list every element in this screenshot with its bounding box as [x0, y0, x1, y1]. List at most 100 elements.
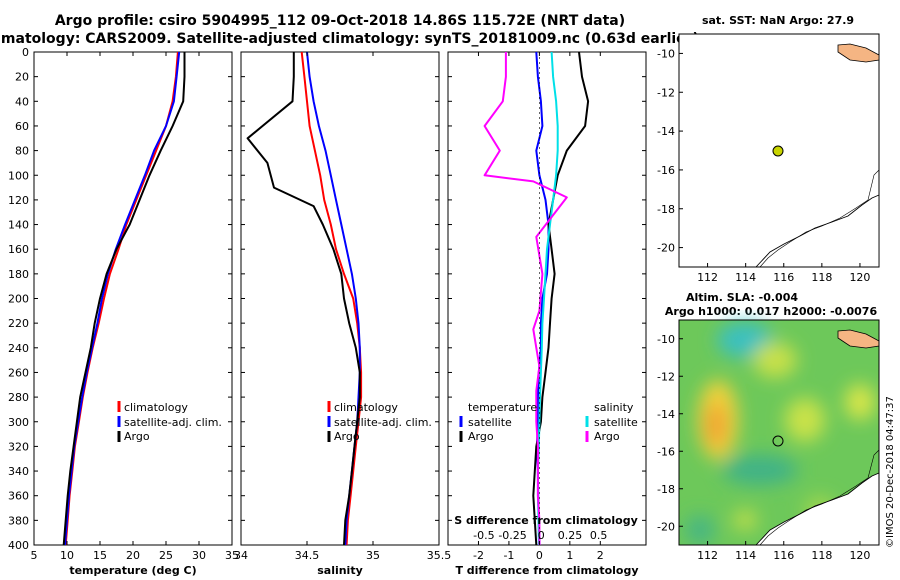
map-y-tick-label: -12 [657, 370, 675, 383]
map-x-tick-label: 112 [697, 271, 718, 284]
legend-climatology: climatology [124, 401, 188, 414]
legend-s-satellite: satellite [594, 416, 638, 429]
sla-low-southwest [685, 515, 715, 545]
depth-tick-label: 120 [8, 194, 29, 207]
depth-tick-label: 200 [8, 293, 29, 306]
depth-tick-label: 280 [8, 391, 29, 404]
x-tick-label: 0 [536, 549, 543, 562]
tdiff-xlabel: T difference from climatology [455, 564, 638, 577]
x-tick-label-top: 0.25 [558, 529, 583, 542]
salinity-panel [240, 51, 440, 546]
title-line-1: Argo profile: csiro 5904995_112 09-Oct-2… [55, 13, 625, 29]
x-tick-label: -2 [473, 549, 484, 562]
legend-satellite: satellite-adj. clim. [334, 416, 432, 429]
temperature-series [62, 51, 186, 546]
map-x-tick-label: 112 [697, 549, 718, 562]
legend-climatology: climatology [334, 401, 398, 414]
x-tick-label: 35.5 [427, 549, 452, 562]
temperature-panel [33, 51, 233, 546]
x-tick-label: 34 [234, 549, 248, 562]
depth-tick-label: 40 [15, 95, 29, 108]
sla-map-frame [678, 319, 880, 546]
legend-t-satellite: satellite [468, 416, 512, 429]
temperature-legend: climatology satellite-adj. clim. Argo [117, 401, 222, 443]
depth-tick-label: 400 [8, 539, 29, 552]
map-x-tick-label: 120 [849, 271, 870, 284]
depth-tick-label: 20 [15, 71, 29, 84]
sla-heatmap [678, 319, 880, 546]
sla-field [685, 322, 875, 545]
map-y-tick-label: -18 [657, 203, 675, 216]
legend-t-argo: Argo [468, 430, 494, 443]
title-line-2: Climatology: CARS2009. Satellite-adjuste… [0, 31, 699, 47]
depth-tick-label: 340 [8, 465, 29, 478]
map-y-tick-label: -12 [657, 86, 675, 99]
depth-tick-label: 240 [8, 342, 29, 355]
legend-argo: Argo [124, 430, 150, 443]
map-y-tick-label: -10 [657, 47, 675, 60]
coastline-north [837, 43, 880, 63]
map-y-tick-label: -20 [657, 242, 675, 255]
x-tick-label: 20 [126, 549, 140, 562]
sla-high-north [753, 342, 797, 378]
x-tick-label: 30 [192, 549, 206, 562]
depth-axis: 0 20 40 60 80 100 120 140 160 180 200 220 240 260 280 3… [8, 46, 646, 552]
series-t-argo [532, 51, 590, 546]
series-argo [246, 52, 361, 546]
map-y-tick-label: -14 [657, 408, 675, 421]
series-s-argo [483, 52, 568, 545]
map-y-tick-label: -16 [657, 164, 675, 177]
depth-tick-label: 100 [8, 169, 29, 182]
argo-position-marker [772, 145, 784, 157]
map-x-tick-label: 120 [849, 549, 870, 562]
sst-map-title: sat. SST: NaN Argo: 27.9 [702, 14, 854, 27]
depth-tick-label: 300 [8, 416, 29, 429]
depth-tick-label: 260 [8, 366, 29, 379]
depth-tick-label: 220 [8, 317, 29, 330]
depth-tick-label: 60 [15, 120, 29, 133]
depth-tick-label: 360 [8, 490, 29, 503]
salinity-legend: climatology satellite-adj. clim. Argo [327, 401, 432, 443]
series-climatology [64, 51, 179, 546]
imos-credit: ©IMOS 20-Dec-2018 04:47:37 [885, 396, 896, 548]
depth-tick-label: 380 [8, 514, 29, 527]
depth-tick-label: 320 [8, 440, 29, 453]
x-tick-label-top: -0.25 [498, 529, 526, 542]
sla-argo-marker [772, 435, 784, 447]
sst-map [678, 33, 880, 268]
sla-map-axes: 112 114 116 118 120 -10 -12 -14 -16 -18 -20 [657, 333, 870, 562]
map-x-tick-label: 118 [811, 271, 832, 284]
temperature-xlabel: temperature (deg C) [69, 564, 196, 577]
map-x-tick-label: 118 [811, 549, 832, 562]
map-y-tick-label: -16 [657, 445, 675, 458]
depth-tick-label: 140 [8, 219, 29, 232]
series-satellite-adj-clim- [64, 51, 181, 546]
x-tick-label-top: 0 [538, 529, 545, 542]
x-tick-label: 15 [93, 549, 107, 562]
series-argo [62, 52, 186, 546]
x-tick-label: 34.5 [295, 549, 320, 562]
difference-legend: temperature satellite Argo salinity sate… [459, 401, 638, 443]
x-tick-label: 35 [225, 549, 239, 562]
salinity-series [246, 51, 363, 546]
sla-high-east [785, 398, 825, 442]
x-tick-label: 25 [159, 549, 173, 562]
x-tick-label: 1 [566, 549, 573, 562]
australia-landmass [754, 194, 880, 268]
sla-high-south [733, 510, 757, 530]
depth-tick-label: 160 [8, 243, 29, 256]
legend-temperature-title: temperature [468, 401, 537, 414]
sla-title-line-2: Argo h1000: 0.017 h2000: -0.0076 [665, 305, 878, 318]
x-tick-label: 10 [60, 549, 74, 562]
map-y-tick-label: -18 [657, 483, 675, 496]
sla-high-far-east [845, 384, 875, 420]
sla-title-line-1: Altim. SLA: -0.004 [686, 291, 798, 304]
legend-s-argo: Argo [594, 430, 620, 443]
x-tick-label-top: 0.5 [590, 529, 608, 542]
map-x-tick-label: 116 [773, 271, 794, 284]
legend-salinity-title: salinity [594, 401, 634, 414]
x-tick-label: -1 [503, 549, 514, 562]
map-x-tick-label: 116 [773, 549, 794, 562]
